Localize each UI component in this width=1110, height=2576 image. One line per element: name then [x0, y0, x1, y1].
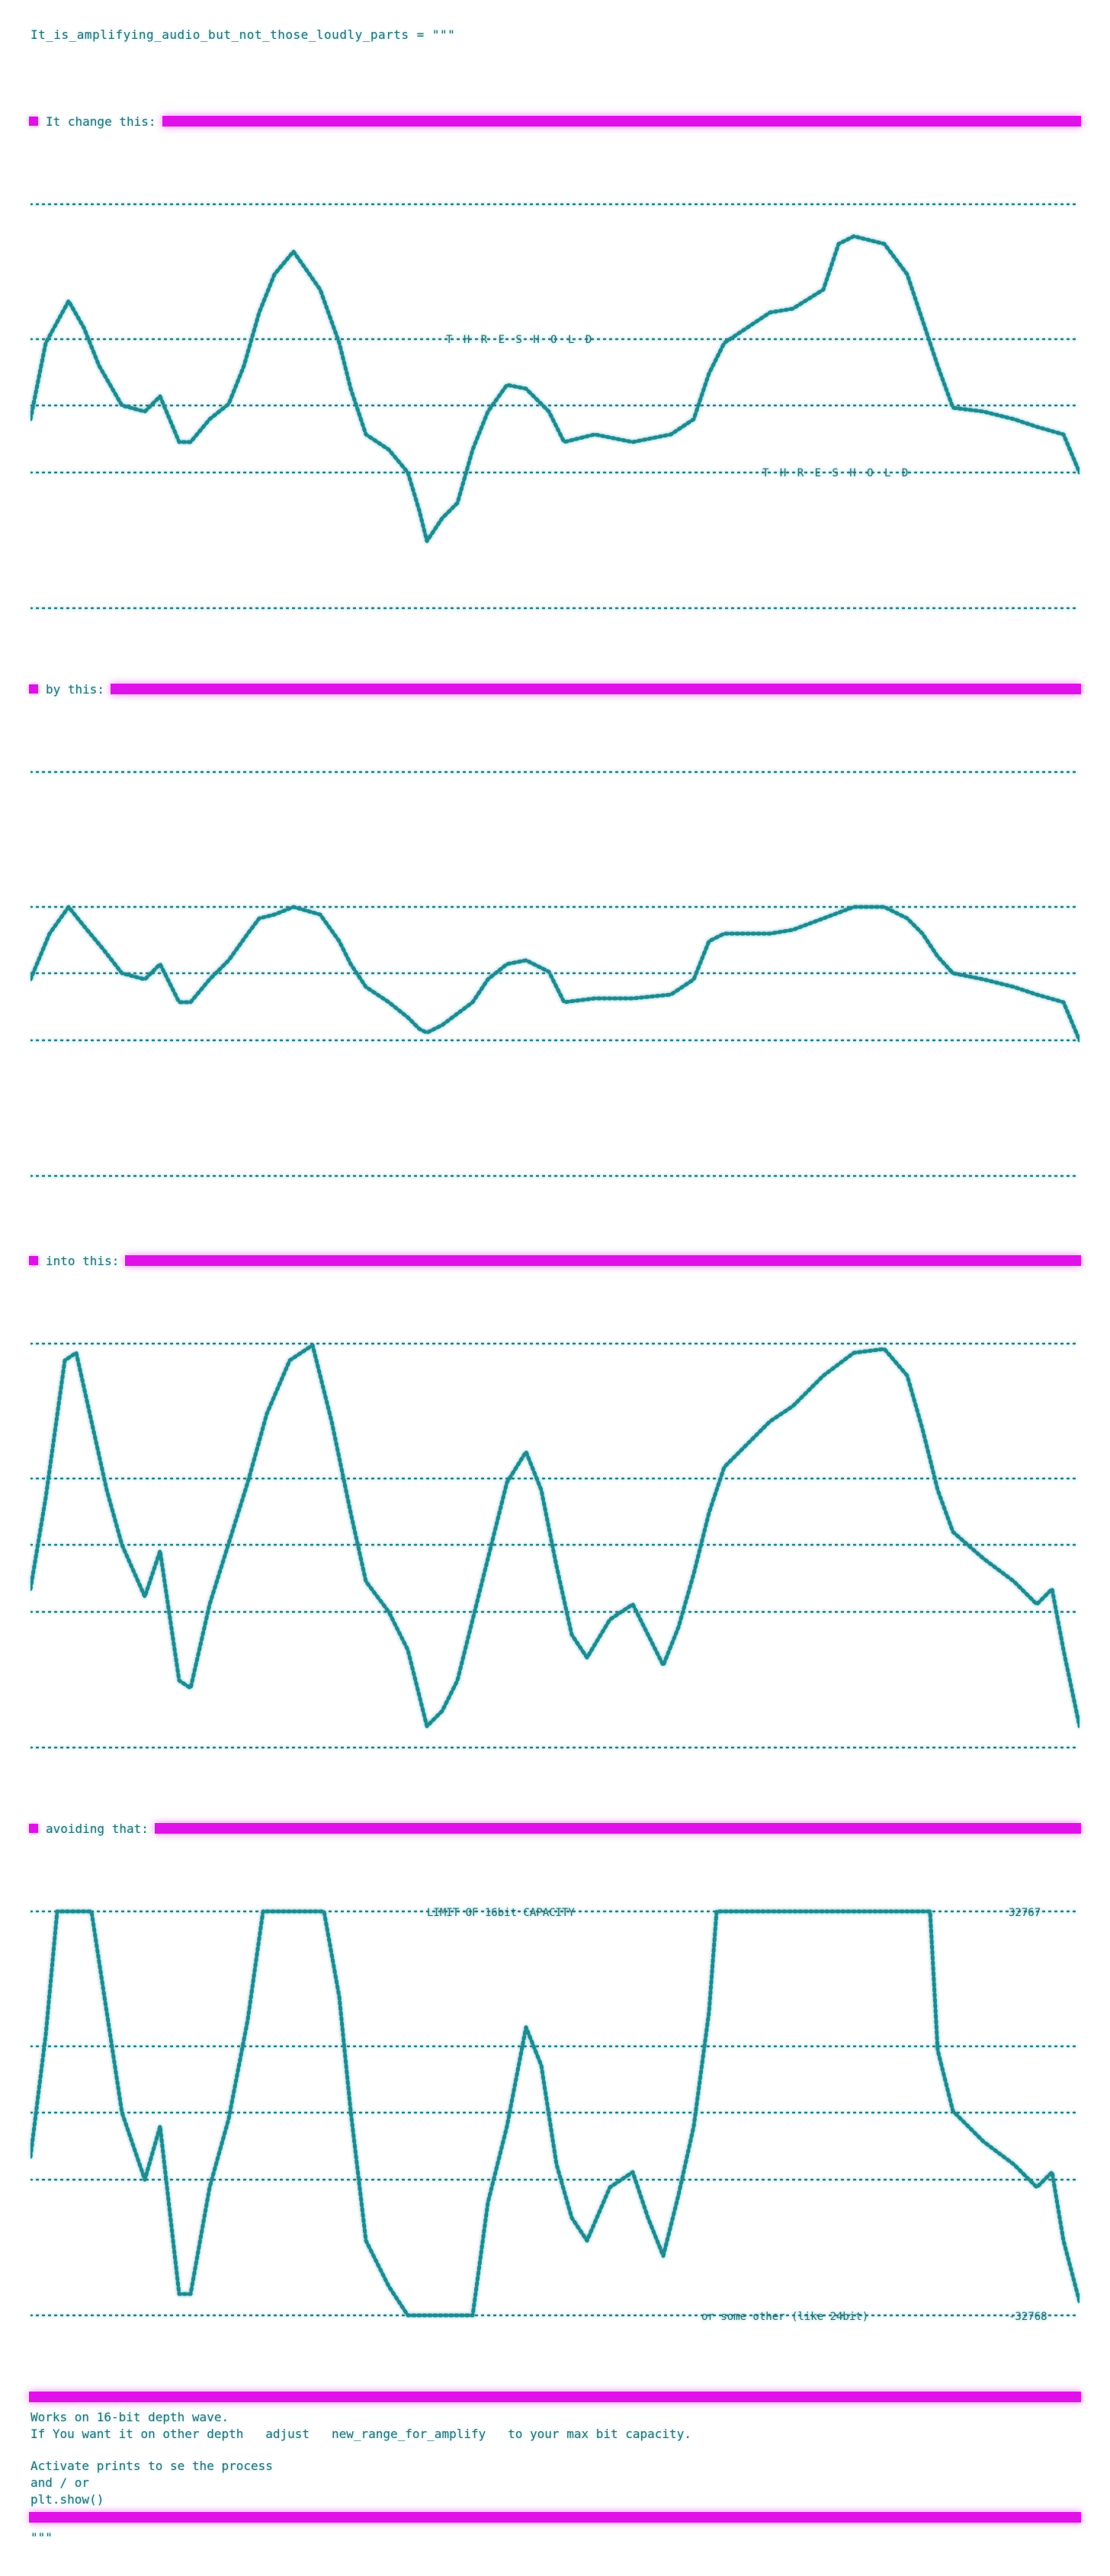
section-divider-bar	[111, 684, 1081, 694]
compressed-waveform	[30, 905, 1080, 1043]
section-divider-bar	[162, 116, 1081, 127]
waveform-panel-original: T H R E S H O L D T H R E S H O L D	[30, 191, 1080, 617]
section-label: It change this:	[46, 114, 156, 129]
threshold-label-upper: T H R E S H O L D	[446, 334, 594, 346]
section-marker-icon	[29, 117, 38, 126]
negative-min-label: -32768	[1009, 2311, 1047, 2323]
section-divider-bar	[154, 1823, 1081, 1834]
footer-divider-bar-top	[29, 2392, 1081, 2402]
threshold-label-lower: T H R E S H O L D	[762, 467, 910, 479]
original-waveform	[30, 234, 1080, 543]
negative-note-label: or some other (like 24bit)	[701, 2311, 868, 2323]
section-divider-bar	[125, 1255, 1081, 1266]
waveform-panel-compressed	[30, 758, 1080, 1185]
positive-max-label: 32767	[1009, 1907, 1041, 1919]
waveform-panel-amplified	[30, 1330, 1080, 1757]
footer-line-6: """	[30, 2530, 53, 2545]
section-header-into-this: into this:	[29, 1253, 1081, 1268]
section-marker-icon	[29, 684, 38, 694]
section-header-by-this: by this:	[29, 681, 1081, 697]
waveform-panel-clipped: LIMIT OF 16bit CAPACITY 32767 or some ot…	[30, 1898, 1080, 2324]
footer-divider-bar-bottom	[29, 2512, 1081, 2523]
section-header-change-this: It change this:	[29, 114, 1081, 129]
footer-line-3: Activate prints to se the process	[30, 2459, 273, 2473]
clipped-waveform	[30, 1909, 1080, 2318]
section-header-avoiding-that: avoiding that:	[29, 1821, 1081, 1836]
code-docstring-title: It_is_amplifying_audio_but_not_those_lou…	[30, 27, 456, 42]
section-marker-icon	[29, 1824, 38, 1833]
section-label: by this:	[46, 681, 105, 697]
section-label: avoiding that:	[46, 1821, 149, 1836]
footer-line-5: plt.show()	[30, 2492, 104, 2507]
section-marker-icon	[29, 1256, 38, 1265]
footer-line-2: If You want it on other depth adjust new…	[30, 2427, 691, 2441]
footer-line-4: and / or	[30, 2475, 90, 2490]
limit-capacity-label: LIMIT OF 16bit CAPACITY	[427, 1907, 575, 1919]
amplified-waveform	[30, 1343, 1080, 1729]
footer-line-1: Works on 16-bit depth wave.	[30, 2410, 229, 2424]
section-label: into this:	[46, 1253, 120, 1268]
